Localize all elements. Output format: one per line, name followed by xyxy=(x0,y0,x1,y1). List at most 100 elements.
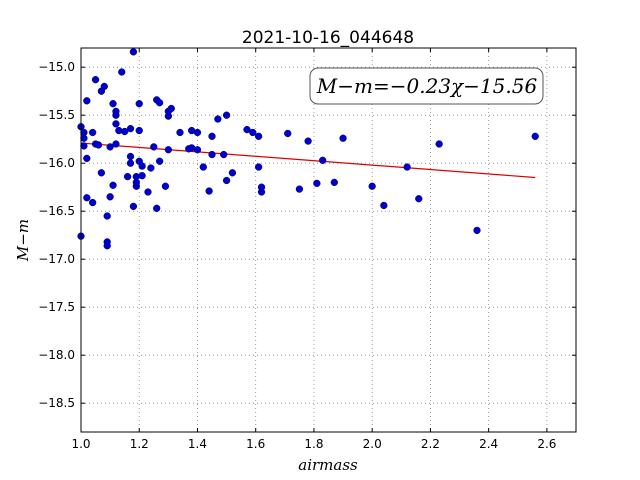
data-point xyxy=(199,163,207,171)
data-point xyxy=(138,172,146,180)
data-point xyxy=(153,204,161,212)
x-tick-label: 1.0 xyxy=(71,437,90,451)
data-point xyxy=(88,198,97,207)
x-tick-label: 1.8 xyxy=(304,437,323,451)
data-point xyxy=(176,128,184,137)
data-point xyxy=(118,68,126,76)
data-point xyxy=(138,162,146,170)
data-point xyxy=(135,126,143,135)
data-point xyxy=(121,127,129,136)
data-point xyxy=(222,111,231,119)
data-point xyxy=(208,150,216,159)
data-point xyxy=(249,128,257,137)
data-point xyxy=(144,188,152,196)
points-group xyxy=(77,48,539,250)
data-point xyxy=(112,120,120,128)
data-point xyxy=(435,140,443,148)
data-point xyxy=(106,193,114,201)
data-point xyxy=(403,163,411,171)
data-point xyxy=(319,156,327,164)
data-point xyxy=(313,179,321,188)
data-point xyxy=(126,152,135,161)
data-point xyxy=(161,182,170,190)
x-tick-label: 1.4 xyxy=(188,437,207,451)
y-tick-label: −17.0 xyxy=(38,252,75,266)
data-point xyxy=(220,150,228,159)
x-tick-label: 2.2 xyxy=(421,437,440,451)
x-tick-label: 2.4 xyxy=(479,437,498,451)
data-point xyxy=(129,202,138,211)
x-tick-label: 2.0 xyxy=(363,437,382,451)
data-point xyxy=(167,104,175,113)
data-point xyxy=(109,181,117,189)
x-tick-label: 1.6 xyxy=(246,437,265,451)
data-point xyxy=(214,115,222,123)
plot-frame xyxy=(80,47,577,433)
x-tick-label: 1.2 xyxy=(130,437,149,451)
data-point xyxy=(135,100,143,108)
data-point xyxy=(254,163,263,171)
x-tick-label: 2.6 xyxy=(537,437,556,451)
data-point xyxy=(205,187,213,195)
data-point xyxy=(83,194,91,202)
data-point xyxy=(91,76,100,84)
data-point xyxy=(208,132,216,140)
y-tick-label: −16.5 xyxy=(38,204,75,218)
grid xyxy=(80,48,576,432)
data-point xyxy=(150,143,158,151)
data-point xyxy=(222,176,231,185)
data-point xyxy=(228,169,237,177)
data-point xyxy=(193,128,202,137)
y-tick-label: −17.5 xyxy=(38,300,75,314)
data-point xyxy=(155,157,164,165)
data-point xyxy=(330,178,338,187)
data-point xyxy=(109,100,117,108)
fit-equation-annotation: M−m=−0.23χ−15.56 xyxy=(316,74,538,98)
data-point xyxy=(531,132,539,140)
data-point xyxy=(103,212,111,220)
y-tick-label: −18.0 xyxy=(38,348,75,362)
data-point xyxy=(80,142,88,150)
data-point xyxy=(284,129,292,138)
y-axis-label: M−m xyxy=(14,219,32,262)
ticks-group: 1.0 1.2 1.4 1.6 1.8 2.0 2.2 2.4 2.6 −15.0 −15.5 −16… xyxy=(38,48,576,451)
data-point xyxy=(83,97,91,105)
x-axis-label: airmass xyxy=(298,456,358,474)
data-point xyxy=(380,201,388,210)
data-point xyxy=(295,185,304,193)
data-point xyxy=(147,164,155,172)
data-point xyxy=(94,141,103,149)
data-point xyxy=(129,48,138,56)
y-tick-label: −15.5 xyxy=(38,108,75,122)
data-point xyxy=(83,154,91,163)
data-point xyxy=(126,124,135,133)
y-tick-label: −15.0 xyxy=(38,60,75,74)
data-point xyxy=(339,134,347,142)
plot-area xyxy=(81,48,576,432)
data-point xyxy=(88,128,97,137)
data-point xyxy=(164,146,173,154)
data-point xyxy=(126,159,135,167)
data-point xyxy=(193,146,202,154)
data-point xyxy=(103,242,111,250)
data-point xyxy=(106,143,114,151)
data-point xyxy=(112,107,120,116)
data-point xyxy=(368,182,376,190)
chart-title: 2021-10-16_044648 xyxy=(242,28,414,48)
data-point xyxy=(155,99,164,107)
data-point xyxy=(415,195,423,203)
annotation-box xyxy=(309,67,544,105)
data-point xyxy=(112,140,120,148)
data-point xyxy=(97,169,106,177)
data-point xyxy=(257,188,266,196)
data-point xyxy=(80,134,88,142)
data-point xyxy=(473,226,481,235)
data-point xyxy=(304,137,312,145)
data-point xyxy=(100,82,108,91)
data-point xyxy=(254,132,263,140)
data-point xyxy=(243,125,251,134)
data-point xyxy=(123,172,132,181)
y-tick-label: −18.5 xyxy=(38,396,75,410)
y-tick-label: −16.0 xyxy=(38,156,75,170)
